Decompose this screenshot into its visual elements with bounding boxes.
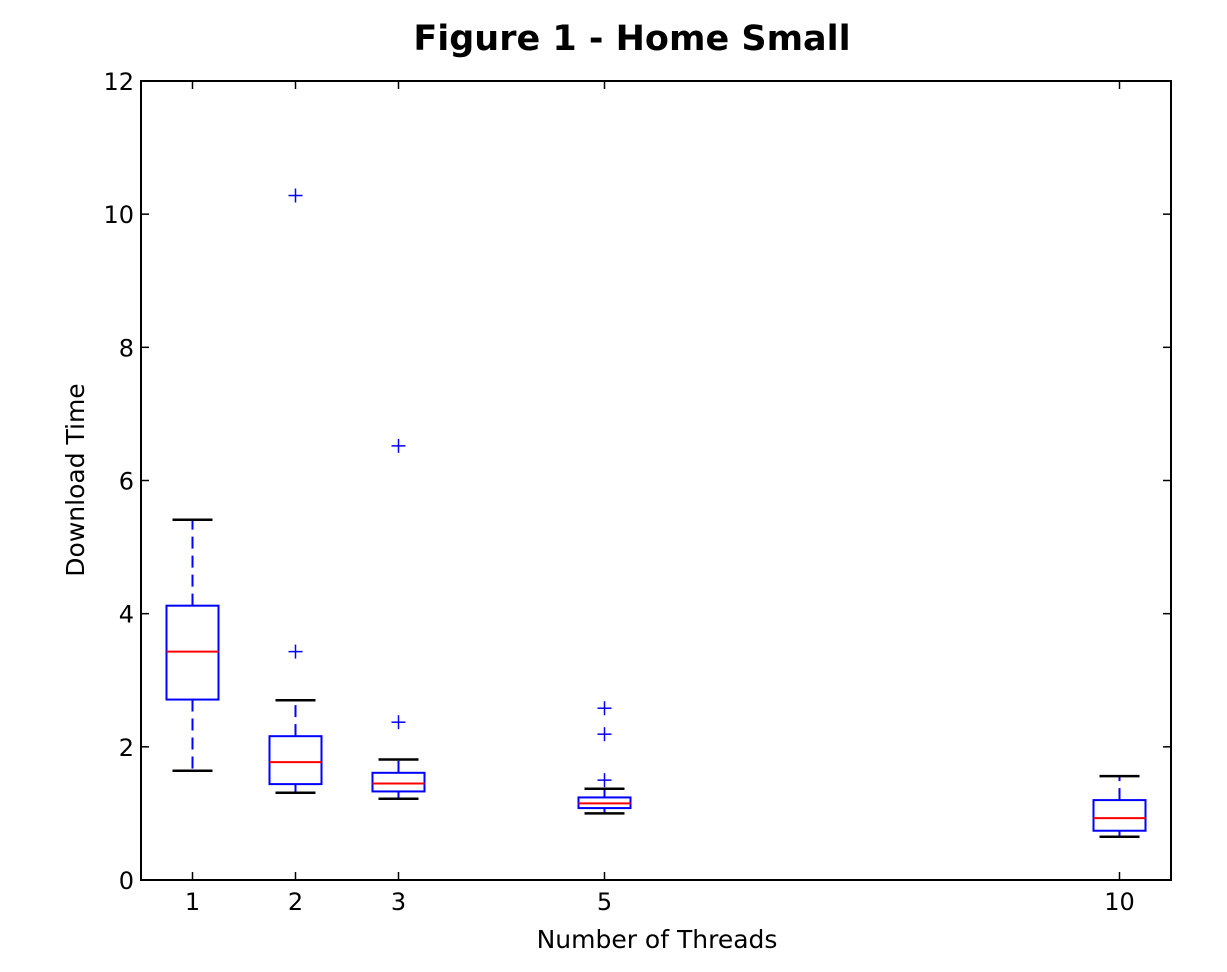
- x-tick-label: 5: [597, 888, 612, 916]
- y-tick-label: 2: [119, 734, 134, 762]
- outlier-marker: [288, 644, 303, 659]
- x-tick-label: 3: [391, 888, 406, 916]
- y-tick-label: 0: [119, 867, 134, 895]
- plot-area: [165, 188, 1147, 838]
- box: [1092, 799, 1147, 832]
- x-tick-label: 10: [1104, 888, 1135, 916]
- y-tick-label: 6: [119, 468, 134, 496]
- y-tick-label: 4: [119, 601, 134, 629]
- chart-title: Figure 1 - Home Small: [413, 19, 850, 59]
- box-group-5: [577, 701, 632, 815]
- outlier-marker: [391, 438, 406, 453]
- outlier-marker: [288, 188, 303, 203]
- outlier-marker: [597, 773, 612, 788]
- y-tick-label: 10: [103, 201, 134, 229]
- y-tick-label: 12: [103, 68, 134, 96]
- box-group-1: [165, 518, 220, 773]
- y-tick-label: 8: [119, 334, 134, 362]
- box: [371, 771, 426, 793]
- outlier-marker: [597, 727, 612, 742]
- y-axis-label: Download Time: [61, 383, 90, 576]
- box-group-2: [268, 188, 323, 795]
- x-axis-label: Number of Threads: [537, 925, 778, 954]
- box-group-3: [371, 438, 426, 801]
- outlier-marker: [597, 701, 612, 716]
- x-tick-label: 1: [185, 888, 200, 916]
- box-group-10: [1092, 774, 1147, 838]
- x-tick-label: 2: [288, 888, 303, 916]
- box: [268, 735, 323, 786]
- outlier-marker: [391, 715, 406, 730]
